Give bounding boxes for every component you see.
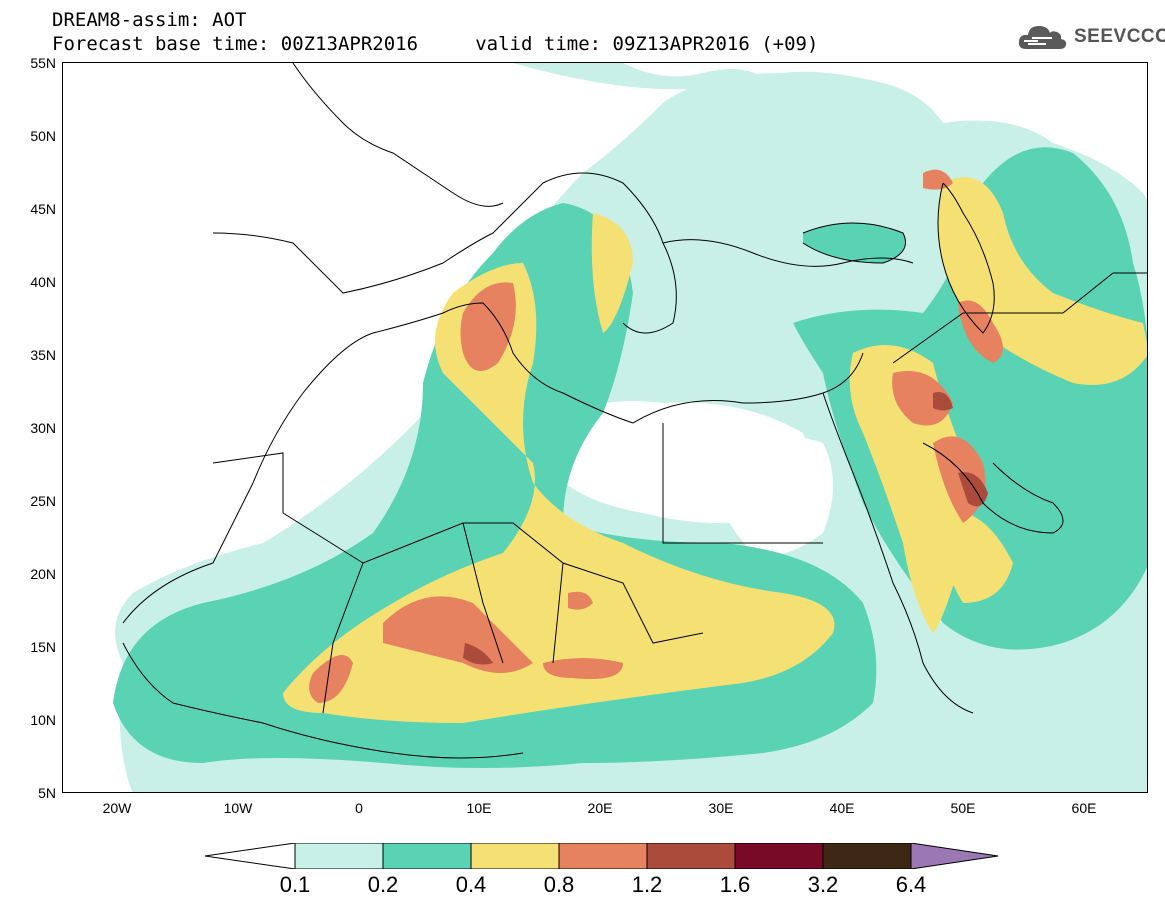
colorbar-label: 3.2 — [807, 872, 839, 897]
lon-label: 20E — [587, 800, 613, 816]
lon-label: 10W — [223, 800, 253, 816]
lat-label: 5N — [38, 785, 56, 801]
lat-label: 40N — [30, 274, 56, 290]
colorbar — [205, 843, 999, 869]
colorbar-label: 6.4 — [895, 872, 927, 897]
cloud-icon — [1018, 26, 1067, 49]
colorbar-label: 0.4 — [455, 872, 487, 897]
seevccc-logo: SEEVCCC — [1016, 20, 1165, 54]
colorbar-bin — [382, 843, 472, 869]
coastlines — [122, 63, 1147, 759]
colorbar-label: 1.2 — [631, 872, 663, 897]
lon-label: 10E — [466, 800, 492, 816]
forecast-time-line: Forecast base time: 00Z13APR2016 valid t… — [52, 33, 819, 55]
lat-label: 35N — [30, 347, 56, 363]
aot-map — [62, 62, 1148, 793]
colorbar-label: 0.8 — [543, 872, 575, 897]
lat-label: 45N — [30, 201, 56, 217]
lat-label: 25N — [30, 493, 56, 509]
lon-label: 20W — [102, 800, 132, 816]
colorbar-bin — [822, 843, 912, 869]
lat-label: 30N — [30, 420, 56, 436]
colorbar-bin — [734, 843, 824, 869]
lon-label: 40E — [829, 800, 855, 816]
colorbar-bin — [294, 843, 384, 869]
logo-text: SEEVCCC — [1074, 26, 1165, 47]
colorbar-bin — [470, 843, 560, 869]
colorbar-right-triangle — [910, 843, 999, 869]
lat-label: 55N — [30, 55, 56, 71]
lat-label: 50N — [30, 128, 56, 144]
lat-label: 10N — [30, 712, 56, 728]
colorbar-label: 1.6 — [719, 872, 751, 897]
colorbar-label: 0.2 — [367, 872, 399, 897]
colorbar-bin — [646, 843, 736, 869]
colorbar-label: 0.1 — [279, 872, 311, 897]
map-title: DREAM8-assim: AOT — [52, 9, 247, 31]
lon-label: 0 — [355, 800, 363, 816]
lat-label: 20N — [30, 566, 56, 582]
lon-label: 60E — [1071, 800, 1097, 816]
colorbar-bin — [558, 843, 648, 869]
lon-label: 30E — [708, 800, 734, 816]
colorbar-left-triangle — [205, 843, 296, 869]
lon-label: 50E — [950, 800, 976, 816]
lat-label: 15N — [30, 639, 56, 655]
map-canvas — [113, 63, 1147, 792]
